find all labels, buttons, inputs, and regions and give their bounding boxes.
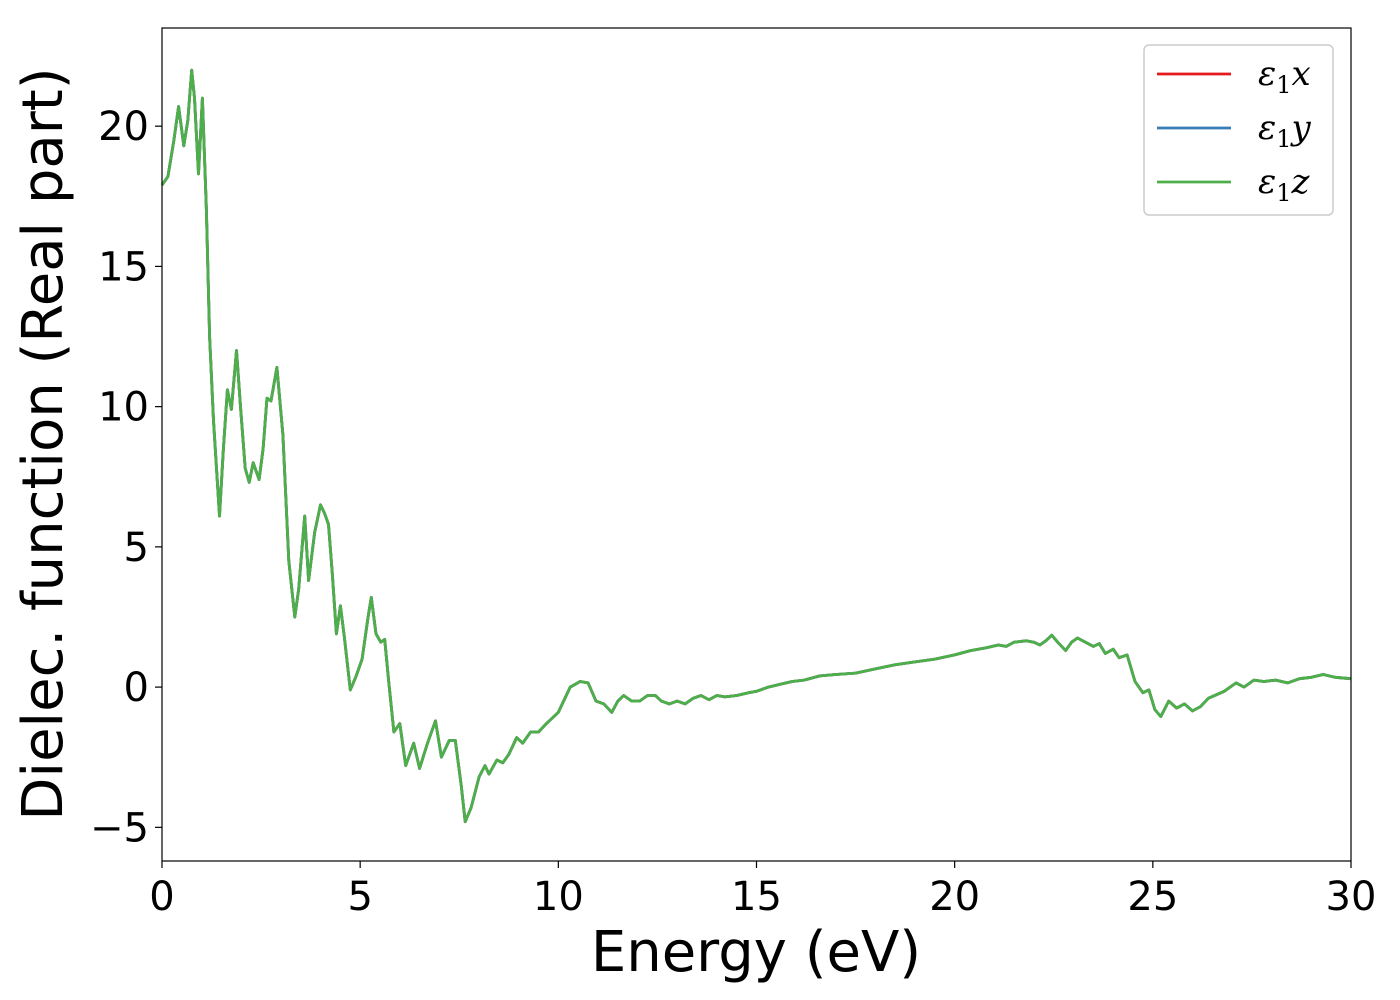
x-axis: 0 5 10 15 20 25 30: [149, 861, 1376, 920]
legend: ε1x ε1y ε1z: [1143, 44, 1334, 216]
y-tick-label: −5: [90, 805, 149, 851]
legend-label-0: ε1x: [1258, 54, 1311, 99]
y-tick-label: 15: [98, 244, 149, 290]
y-tick-label: 0: [124, 665, 149, 711]
series-line-2: [160, 68, 1352, 824]
y-tick-label: 10: [98, 385, 149, 431]
legend-box: [1143, 44, 1334, 216]
x-tick-label: 30: [1326, 874, 1377, 920]
x-tick-label: 25: [1127, 874, 1178, 920]
y-tick-label: 5: [124, 525, 149, 571]
legend-label-2: ε1z: [1258, 162, 1311, 207]
y-axis: −5 0 5 10 15 20: [90, 104, 162, 851]
x-tick-label: 10: [533, 874, 584, 920]
legend-label-1: ε1y: [1258, 108, 1312, 153]
series-layer: [160, 68, 1352, 824]
x-tick-label: 20: [929, 874, 980, 920]
y-tick-label: 20: [98, 104, 149, 150]
x-tick-label: 15: [731, 874, 782, 920]
x-axis-label: Energy (eV): [591, 920, 921, 985]
x-tick-label: 5: [347, 874, 372, 920]
y-axis-label: Dielec. function (Real part): [11, 67, 76, 820]
x-tick-label: 0: [149, 874, 174, 920]
